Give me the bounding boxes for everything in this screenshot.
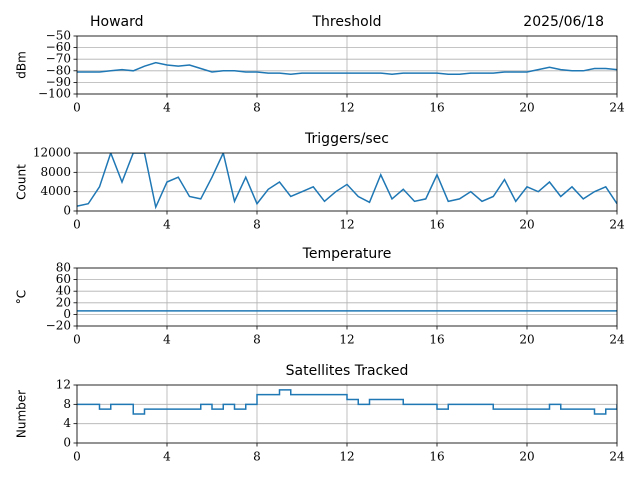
x-tick-label: 20: [519, 450, 534, 464]
y-tick-label: 4000: [40, 184, 71, 198]
axes-frame: [76, 384, 618, 444]
y-tick-label: −100: [38, 87, 71, 101]
x-tick-label: 12: [339, 101, 354, 115]
y-tick-label: 20: [56, 295, 71, 309]
axes-frame: [76, 35, 618, 95]
x-tick-label: 4: [163, 333, 171, 347]
y-tick-label: −90: [46, 75, 71, 89]
axes-frame: [76, 152, 618, 212]
x-tick-label: 8: [253, 218, 261, 232]
x-tick-label: 12: [339, 333, 354, 347]
x-tick-label: 8: [253, 450, 261, 464]
data-line: [77, 389, 617, 415]
axes-frame: [76, 267, 618, 327]
y-axis-label: Number: [15, 390, 29, 438]
x-tick-label: 20: [519, 333, 534, 347]
y-tick-label: 12000: [33, 146, 71, 160]
x-tick-label: 8: [253, 101, 261, 115]
data-line: [77, 153, 617, 210]
y-tick-label: 40: [56, 284, 71, 298]
x-tick-label: 20: [519, 218, 534, 232]
x-tick-label: 12: [339, 218, 354, 232]
subplot-title: Satellites Tracked: [286, 363, 409, 379]
x-tick-label: 4: [163, 450, 171, 464]
y-tick-label: 8000: [40, 165, 71, 179]
subplot-title: Triggers/sec: [304, 131, 389, 147]
y-tick-label: 0: [63, 307, 71, 321]
annotation: 2025/06/18: [523, 14, 604, 30]
x-tick-label: 24: [609, 101, 625, 115]
subplot: Threshold Howard 2025/06/18 dBm 0 4 8 12 16 20 24 −…: [15, 14, 625, 115]
x-tick-label: 16: [429, 450, 444, 464]
x-tick-label: 24: [609, 218, 625, 232]
y-tick-label: −70: [46, 52, 71, 66]
x-tick-label: 16: [429, 101, 444, 115]
y-tick-label: 60: [56, 272, 71, 286]
y-axis-label: dBm: [15, 51, 29, 79]
y-tick-label: −50: [46, 29, 71, 43]
subplot: Triggers/sec Count 0 4 8 12 16 20 24 0 4000 8000 120…: [15, 131, 625, 232]
y-tick-label: −60: [46, 40, 71, 54]
y-axis-label: Count: [15, 164, 29, 200]
subplot-title: Temperature: [302, 246, 392, 262]
y-tick-label: 80: [56, 261, 71, 275]
x-tick-label: 24: [609, 450, 625, 464]
subplot: Satellites Tracked Number 0 4 8 12 16 20 24 0 4 8 12: [15, 363, 625, 464]
y-tick-label: 0: [63, 204, 71, 218]
y-tick-label: 12: [56, 378, 71, 392]
x-tick-label: 0: [73, 450, 81, 464]
x-tick-label: 12: [339, 450, 354, 464]
y-tick-label: −20: [46, 319, 71, 333]
x-tick-label: 0: [73, 101, 81, 115]
y-tick-label: 8: [63, 397, 71, 411]
x-tick-label: 20: [519, 101, 534, 115]
x-tick-label: 8: [253, 333, 261, 347]
y-tick-label: 0: [63, 436, 71, 450]
data-line: [77, 61, 617, 76]
x-tick-label: 4: [163, 101, 171, 115]
y-axis-label: °C: [15, 290, 29, 304]
annotation: Howard: [90, 14, 144, 30]
subplot-title: Threshold: [312, 14, 382, 30]
x-tick-label: 0: [73, 333, 81, 347]
x-tick-label: 16: [429, 218, 444, 232]
x-tick-label: 4: [163, 218, 171, 232]
x-tick-label: 0: [73, 218, 81, 232]
x-tick-label: 24: [609, 333, 625, 347]
y-tick-label: 4: [63, 416, 71, 430]
y-tick-label: −80: [46, 63, 71, 77]
x-tick-label: 16: [429, 333, 444, 347]
